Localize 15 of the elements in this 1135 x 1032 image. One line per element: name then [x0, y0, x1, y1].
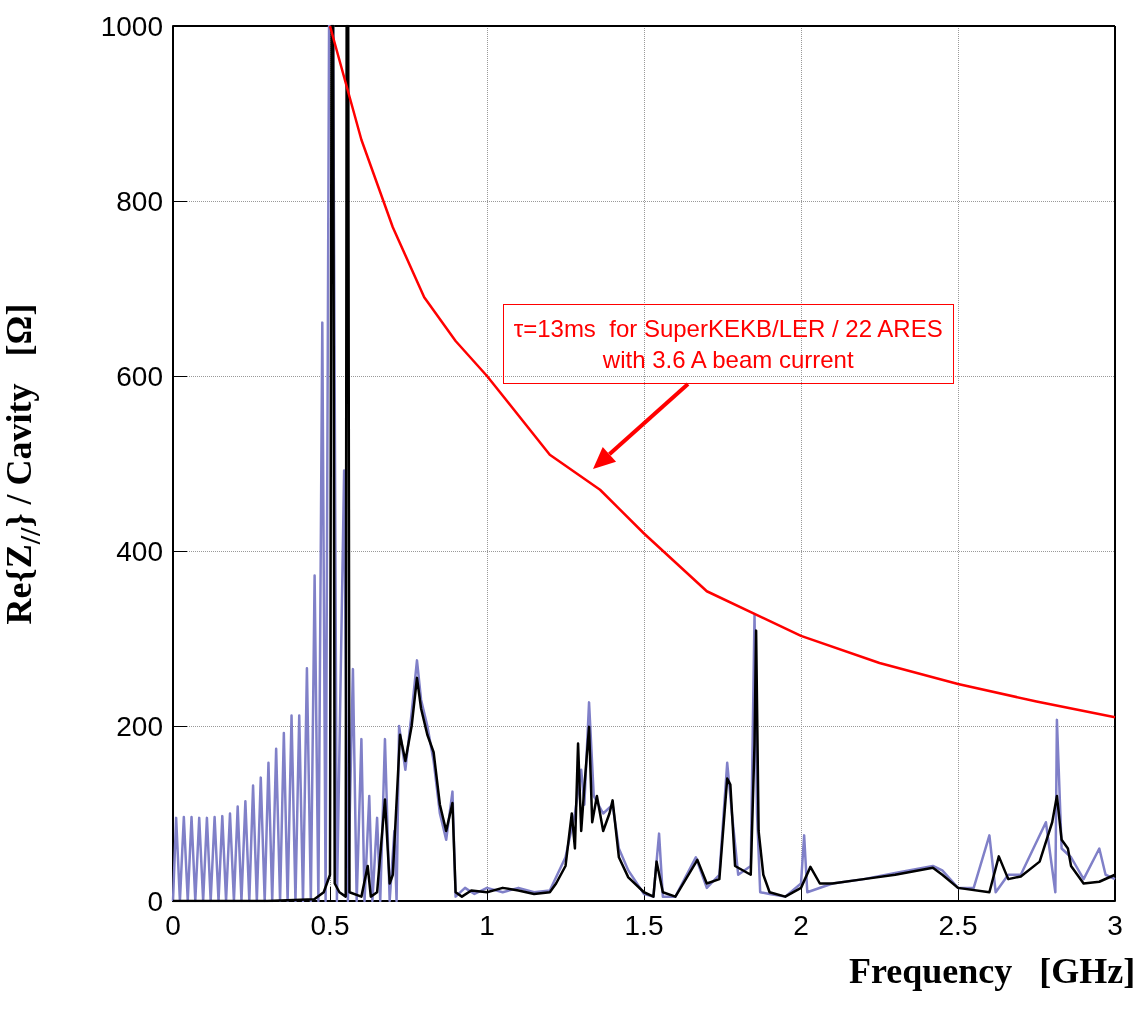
y-tick-label: 600 [116, 360, 163, 392]
y-tick-label: 800 [116, 185, 163, 217]
x-axis-title: Frequency [GHz] [849, 951, 1135, 991]
x-tick-label: 2 [793, 909, 809, 941]
x-tick-label: 1 [479, 909, 495, 941]
x-tick-label: 1.5 [624, 909, 664, 941]
line-series [328, 24, 1117, 719]
y-tick-label: 0 [147, 885, 163, 917]
y-tick-label: 1000 [100, 10, 163, 42]
x-tick-label: 2.5 [938, 909, 978, 941]
x-tick-label: 0.5 [310, 909, 350, 941]
y-tick-label: 200 [116, 710, 163, 742]
annotation: τ=13ms for SuperKEKB/LER / 22 ARES with 3.6 A beam current [513, 314, 943, 376]
y-tick-label: 400 [116, 535, 163, 567]
x-tick-label: 3 [1107, 909, 1123, 941]
